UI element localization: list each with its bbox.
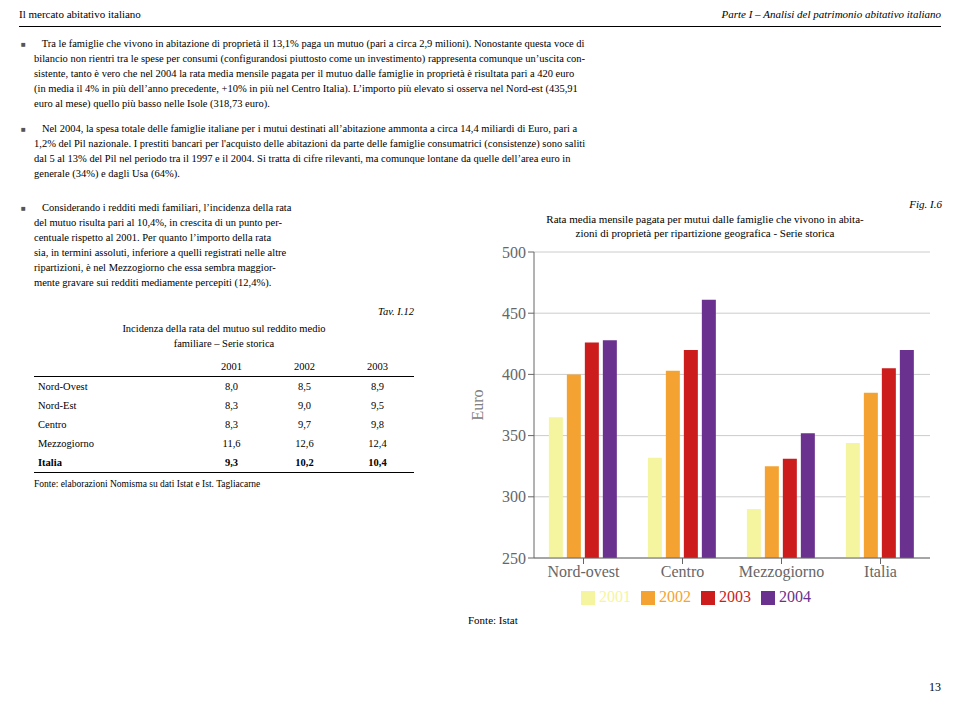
html-text:Mezzogiorno: Mezzogiorno — [38, 438, 94, 449]
html-text:sia, in termini assoluti, infe: sia, in termini assoluti, inferiore a qu… — [34, 247, 287, 258]
html-text:13: 13 — [929, 680, 941, 694]
html-text:del mutuo risulta pari al 10,4: del mutuo risulta pari al 10,4%, in cres… — [34, 217, 282, 228]
html-text:8,3: 8,3 — [225, 400, 239, 411]
html-text:10,4: 10,4 — [368, 457, 387, 468]
svg-text:Nord-ovest: Nord-ovest — [548, 563, 621, 580]
html-text:2002: 2002 — [294, 361, 315, 372]
html-text:12,4: 12,4 — [368, 438, 387, 449]
html-text:bilancio non rientri tra le sp: bilancio non rientri tra le spese per co… — [34, 53, 586, 64]
html-text:8,0: 8,0 — [225, 381, 239, 392]
svg-text:500: 500 — [502, 244, 526, 261]
html-text:2003: 2003 — [719, 588, 751, 605]
svg-text:Italia: Italia — [864, 563, 897, 580]
html-text:Fonte: elaborazioni Nomisma su: Fonte: elaborazioni Nomisma su dati Ista… — [34, 479, 261, 489]
html-text:centuale rispetto al 2001. Per: centuale rispetto al 2001. Per quanto l’… — [34, 232, 272, 243]
html-text:8,5: 8,5 — [297, 381, 312, 392]
svg-text:Centro: Centro — [661, 563, 705, 580]
html-text:Fig. I.6: Fig. I.6 — [909, 198, 942, 210]
html-text:dal 5 al 13% del Pil nel perio: dal 5 al 13% del Pil nel periodo tra il … — [34, 153, 571, 164]
html-text:Nord-Est: Nord-Est — [38, 400, 77, 411]
html-text:9,5: 9,5 — [370, 400, 385, 411]
html-text:Rata media mensile pagata per: Rata media mensile pagata per mutui dall… — [546, 213, 864, 239]
html-text:9,0: 9,0 — [297, 400, 312, 411]
svg-text:300: 300 — [502, 488, 526, 505]
html-text:Italia: Italia — [38, 457, 62, 468]
html-text:8,3: 8,3 — [225, 419, 239, 430]
html-text:sistente, tanto è vero che nel: sistente, tanto è vero che nel 2004 la r… — [34, 68, 575, 79]
html-text:Il mercato abitativo italiano: Il mercato abitativo italiano — [19, 8, 141, 20]
html-text:Fonte: Istat: Fonte: Istat — [468, 614, 518, 626]
html-text:11,6: 11,6 — [222, 438, 241, 449]
svg-text:350: 350 — [502, 427, 526, 444]
html-text:ripartizioni, è nel Mezzogiorn: ripartizioni, è nel Mezzogiorno che essa… — [34, 262, 276, 273]
svg-text:Euro: Euro — [469, 389, 486, 420]
html-text:10,2: 10,2 — [295, 457, 314, 468]
html-text:mente gravare sui redditi medi: mente gravare sui redditi mediamente per… — [34, 277, 272, 288]
html-text:2003: 2003 — [367, 361, 388, 372]
html-text:2001: 2001 — [221, 361, 242, 372]
html-text:9,3: 9,3 — [225, 457, 239, 468]
html-text:2002: 2002 — [659, 588, 691, 605]
html-text:euro al mese) quello più basso: euro al mese) quello più basso nelle Iso… — [34, 98, 270, 109]
svg-text:Mezzogiorno: Mezzogiorno — [739, 563, 824, 581]
svg-text:450: 450 — [502, 305, 526, 322]
html-text:Incidenza della rata del mutuo: Incidenza della rata del mutuo sul reddi… — [122, 323, 326, 349]
html-text:Parte I – Analisi del patrimon: Parte I – Analisi del patrimonio abitati… — [721, 8, 941, 20]
html-text:Centro: Centro — [38, 419, 67, 430]
html-text:9,8: 9,8 — [370, 419, 385, 430]
html-text:Tra le famiglie che vivono in: Tra le famiglie che vivono in abitazione… — [34, 38, 585, 49]
html-text:2004: 2004 — [779, 588, 811, 605]
html-text:Considerando i redditi medi fa: Considerando i redditi medi familiari, l… — [34, 202, 292, 213]
html-text:8,9: 8,9 — [370, 381, 385, 392]
svg-text:250: 250 — [502, 550, 526, 567]
svg-text:400: 400 — [502, 366, 526, 383]
html-text:(in media il 4% in più dell’an: (in media il 4% in più dell’anno precede… — [34, 83, 578, 94]
html-text:Nord-Ovest: Nord-Ovest — [38, 381, 88, 392]
html-text:12,6: 12,6 — [295, 438, 314, 449]
html-text:2001: 2001 — [599, 588, 631, 605]
html-text:generale (34%) e dagli Usa (64: generale (34%) e dagli Usa (64%). — [34, 168, 180, 179]
html-text:Nel 2004, la spesa totale dell: Nel 2004, la spesa totale delle famiglie… — [34, 123, 578, 134]
html-text:Tav. I.12: Tav. I.12 — [378, 306, 414, 317]
html-text:9,7: 9,7 — [297, 419, 312, 430]
html-text:1,2% del Pil nazionale. I pres: 1,2% del Pil nazionale. I prestiti banca… — [34, 138, 586, 149]
